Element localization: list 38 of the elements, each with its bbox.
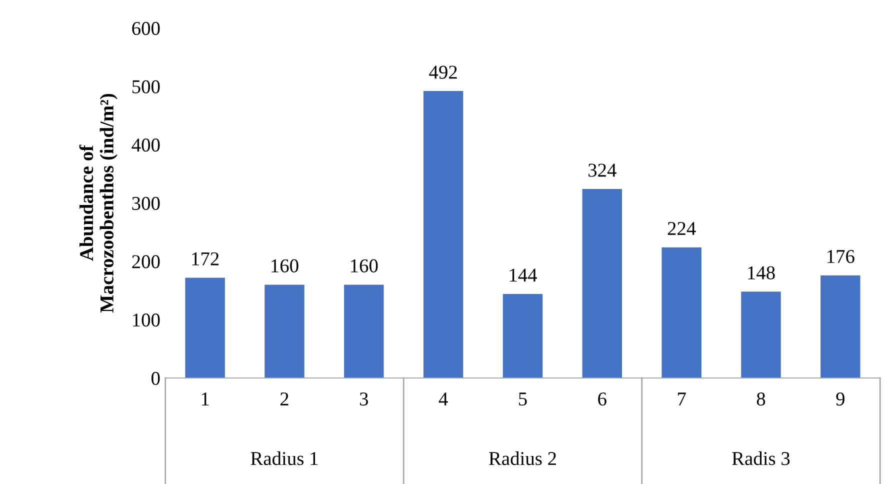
y-tick-label: 100 <box>133 314 160 327</box>
x-tick-label: 9 <box>836 392 844 406</box>
bar <box>582 189 622 378</box>
bar <box>185 278 225 378</box>
data-label: 492 <box>429 66 457 79</box>
x-tick-label: 1 <box>202 392 209 406</box>
y-tick-label: 600 <box>132 22 160 36</box>
y-tick-label: 500 <box>132 80 160 94</box>
x-tick-label: 5 <box>519 392 527 406</box>
bar <box>423 91 464 378</box>
text: Radius 1 <box>250 451 318 466</box>
data-label: 160 <box>351 259 378 272</box>
y-tick-label: 200 <box>132 255 160 268</box>
text: Radius 2 <box>488 451 556 466</box>
data-label: 224 <box>668 222 696 235</box>
data-label: 324 <box>588 164 616 177</box>
bar <box>741 292 781 378</box>
data-label: 160 <box>272 259 298 272</box>
y-axis-title: Abundance of Macrozoobenthos (ind/m²) <box>79 94 118 313</box>
bar <box>264 284 304 378</box>
data-label: 176 <box>828 250 854 264</box>
bar <box>820 275 860 378</box>
x-tick-label: 7 <box>678 392 686 406</box>
data-label: 172 <box>192 252 219 266</box>
y-tick-label: 0 <box>152 372 160 385</box>
text: Radis 3 <box>732 451 790 466</box>
bar <box>662 247 702 378</box>
data-label: 144 <box>510 268 538 282</box>
x-tick-label: 6 <box>598 392 606 406</box>
x-tick-label: 8 <box>756 392 766 406</box>
x-tick-label: 3 <box>360 392 368 406</box>
x-tick-label: 4 <box>438 392 448 406</box>
y-tick-label: 300 <box>132 196 160 210</box>
y-tick-label: 400 <box>132 138 160 152</box>
data-label: 148 <box>748 266 775 280</box>
bar <box>502 294 543 378</box>
x-tick-label: 2 <box>280 392 288 406</box>
bar <box>344 284 384 378</box>
